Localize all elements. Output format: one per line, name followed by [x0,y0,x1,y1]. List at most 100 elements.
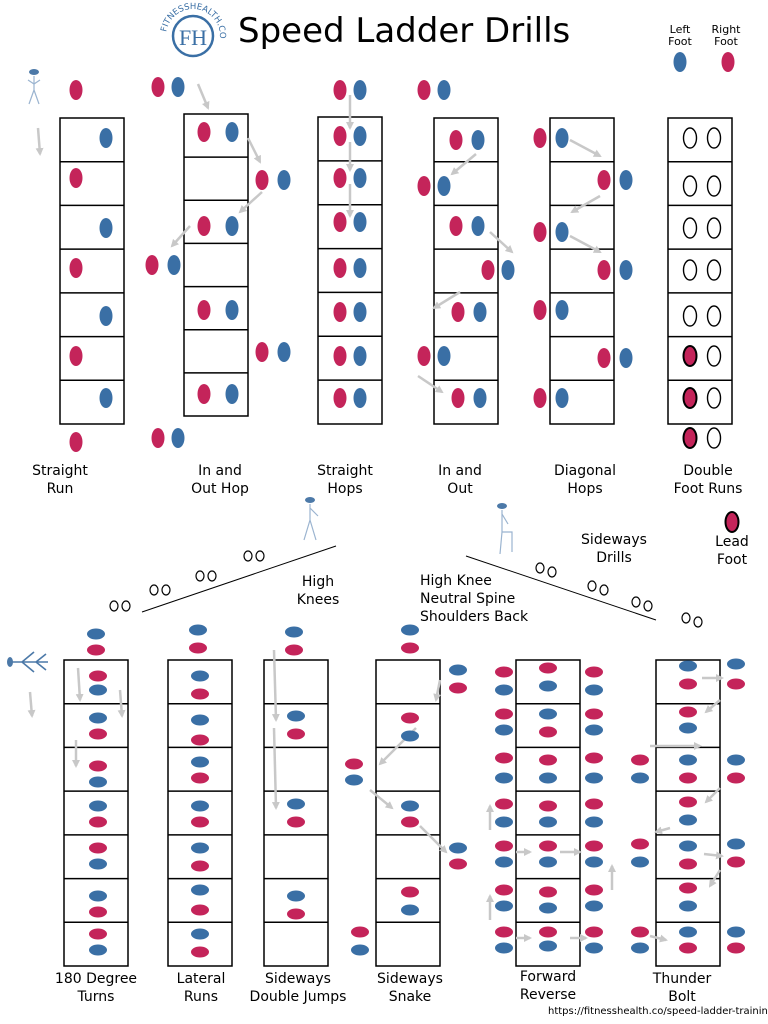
right-foot-mark [345,758,363,770]
right-foot-mark [449,858,467,870]
left-foot-mark [619,348,633,368]
left-foot-mark [585,772,603,784]
foot-outline-mark [681,612,691,624]
right-foot-mark [533,388,547,408]
foot-outline-mark [599,584,609,596]
direction-arrow [708,869,722,888]
left-foot-mark [191,928,209,940]
lead-foot-mark [682,387,698,409]
direction-arrow [569,234,602,254]
right-foot-mark [631,926,649,938]
right-foot-mark [191,816,209,828]
ladder-180-degree-turns [63,659,129,967]
direction-arrow [196,83,210,110]
caption-sideways-snake: Sideways Snake [377,971,443,1005]
left-foot-mark [191,842,209,854]
direction-arrow [238,191,263,214]
right-foot-mark [495,884,513,896]
right-foot-mark [481,260,495,280]
direction-arrow [489,231,514,254]
left-foot-mark [285,626,303,638]
right-foot-mark [197,216,211,236]
left-foot-mark [89,858,107,870]
caption-straight-hops: Straight Hops [317,463,373,497]
left-foot-mark [473,388,487,408]
right-foot-mark [727,772,745,784]
right-foot-mark [585,666,603,678]
left-foot-mark [401,904,419,916]
right-foot-mark [495,926,513,938]
right-foot-mark [69,168,83,188]
ladder-in-and-out-hop [183,113,249,417]
high-knee-figure-icon [303,497,319,541]
right-foot-mark [585,926,603,938]
caption-180-degree-turns: 180 Degree Turns [54,971,138,1005]
direction-arrow [271,649,280,722]
caption-double-foot-runs: Double Foot Runs [673,463,743,497]
ladder-sideways-snake [375,659,441,967]
left-foot-mark [471,130,485,150]
right-foot-mark [401,712,419,724]
direction-arrow [246,137,262,164]
left-foot-mark [555,388,569,408]
left-foot-mark [555,128,569,148]
left-foot-mark [495,856,513,868]
left-foot-mark [353,212,367,232]
right-foot-mark [417,346,431,366]
right-foot-mark [533,128,547,148]
left-foot-mark [585,856,603,868]
right-foot-mark [417,80,431,100]
direction-arrow [570,194,601,214]
left-foot-mark [89,890,107,902]
right-foot-mark [417,176,431,196]
right-foot-mark [597,170,611,190]
foot-outline-mark [706,175,722,197]
right-foot-mark [533,300,547,320]
left-foot-mark [539,708,557,720]
left-foot-mark [225,384,239,404]
right-foot-mark [191,860,209,872]
right-foot-mark [351,926,369,938]
foot-outline-mark [643,600,653,612]
left-foot-mark [99,128,113,148]
left-foot-mark [191,670,209,682]
right-foot-mark [197,122,211,142]
note-posture-line-3: Shoulders Back [420,609,529,625]
ladder-sideways-double-jumps [263,659,329,967]
direction-arrow [419,825,448,854]
right-foot-mark [495,666,513,678]
left-foot-mark [673,52,687,72]
left-foot-mark [189,624,207,636]
left-foot-mark [679,900,697,912]
left-foot-mark [277,170,291,190]
foot-outline-mark [207,570,217,582]
right-foot-mark [679,942,697,954]
left-foot-mark [353,346,367,366]
lead-foot-mark [682,345,698,367]
foot-outline-mark [195,570,205,582]
right-foot-mark [89,928,107,940]
right-foot-mark [151,77,165,97]
left-foot-mark [437,80,451,100]
right-foot-mark [585,798,603,810]
foot-outline-mark [706,305,722,327]
left-foot-mark [277,342,291,362]
foot-outline-mark [682,259,698,281]
note-posture: High Knee Neutral Spine Shoulders Back [420,572,560,626]
left-foot-mark [167,255,181,275]
sideways-path-line [465,555,657,621]
legend-left-foot-label: Left Foot [668,23,692,48]
direction-arrow [35,127,44,156]
right-foot-mark [721,52,735,72]
right-foot-mark [727,678,745,690]
left-foot-mark [225,300,239,320]
footer-url: https://fitnesshealth.co/speed-ladder-tr… [548,1006,768,1017]
left-foot-mark [353,258,367,278]
right-foot-mark [449,682,467,694]
right-foot-mark [69,346,83,366]
direction-arrow [432,290,461,310]
right-foot-mark [197,300,211,320]
note-posture-line-2: Neutral Spine [420,591,516,607]
right-foot-mark [287,908,305,920]
left-foot-mark [351,944,369,956]
